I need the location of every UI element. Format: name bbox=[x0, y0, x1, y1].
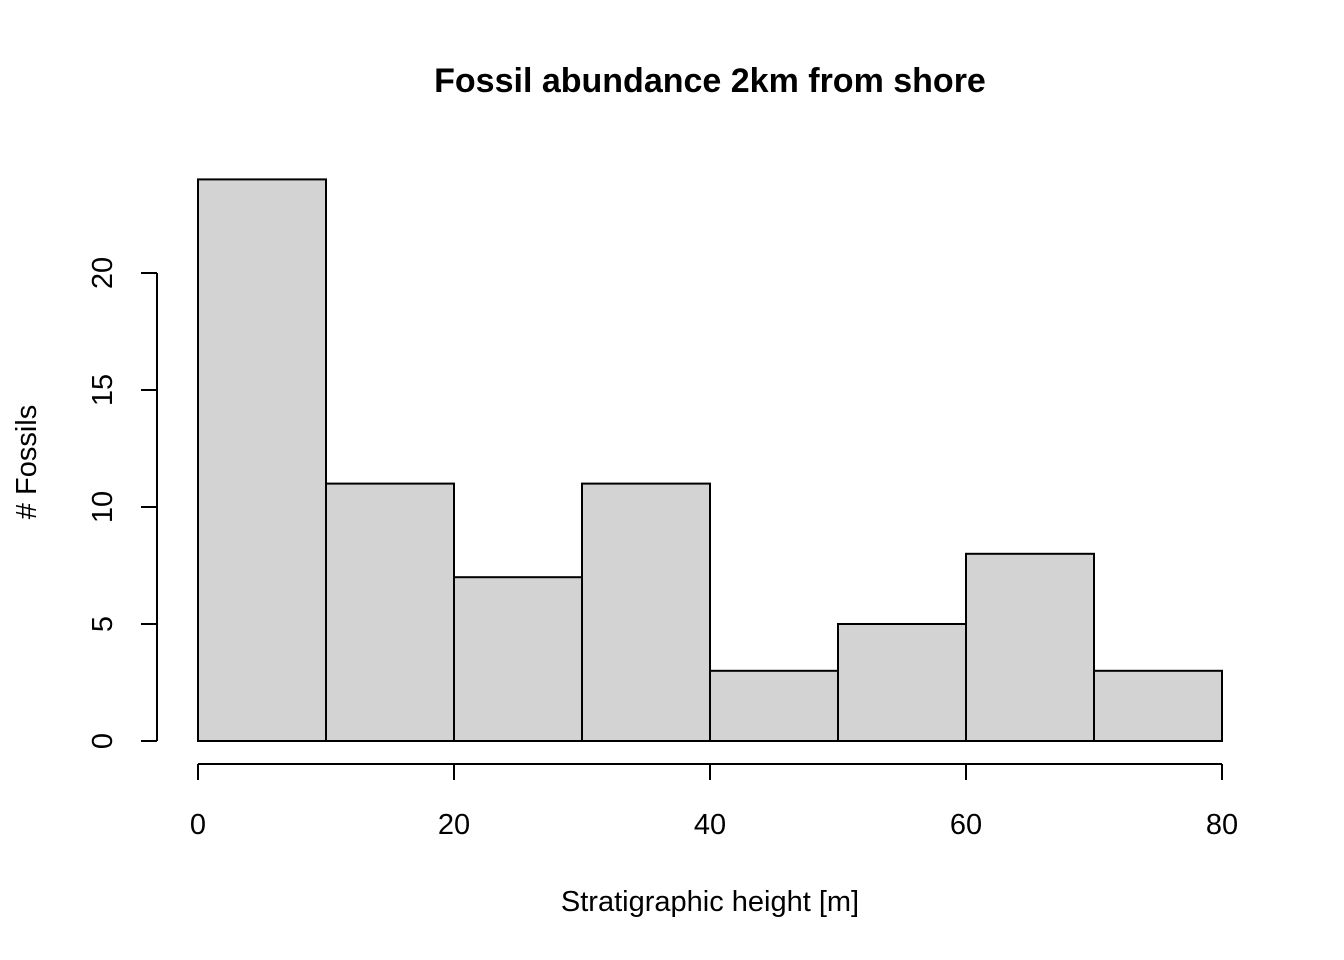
y-tick-label: 10 bbox=[87, 491, 119, 523]
y-axis-label: # Fossils bbox=[11, 405, 43, 519]
histogram-bar bbox=[325, 482, 455, 742]
y-tick-label: 0 bbox=[87, 733, 119, 749]
histogram-bar bbox=[581, 482, 711, 742]
x-tick-label: 20 bbox=[438, 809, 470, 841]
bars-group bbox=[197, 178, 1223, 743]
histogram-bar bbox=[709, 669, 839, 742]
chart-title: Fossil abundance 2km from shore bbox=[434, 62, 986, 100]
y-tick-label: 20 bbox=[87, 257, 119, 289]
x-tick-label: 60 bbox=[950, 809, 982, 841]
y-tick-label: 5 bbox=[87, 616, 119, 632]
y-axis: 0 5 10 15 20 bbox=[87, 257, 158, 749]
x-axis: 0 20 40 60 80 bbox=[190, 763, 1238, 841]
x-axis-label: Stratigraphic height [m] bbox=[561, 886, 859, 918]
x-tick-label: 40 bbox=[694, 809, 726, 841]
histogram-bar bbox=[453, 576, 583, 743]
histogram-bar bbox=[197, 178, 327, 742]
x-tick-label: 80 bbox=[1206, 809, 1238, 841]
y-tick-label: 15 bbox=[87, 374, 119, 406]
histogram-bar bbox=[965, 552, 1095, 742]
x-tick-label: 0 bbox=[190, 809, 206, 841]
histogram-bar bbox=[1093, 669, 1223, 742]
histogram-bar bbox=[837, 623, 967, 742]
